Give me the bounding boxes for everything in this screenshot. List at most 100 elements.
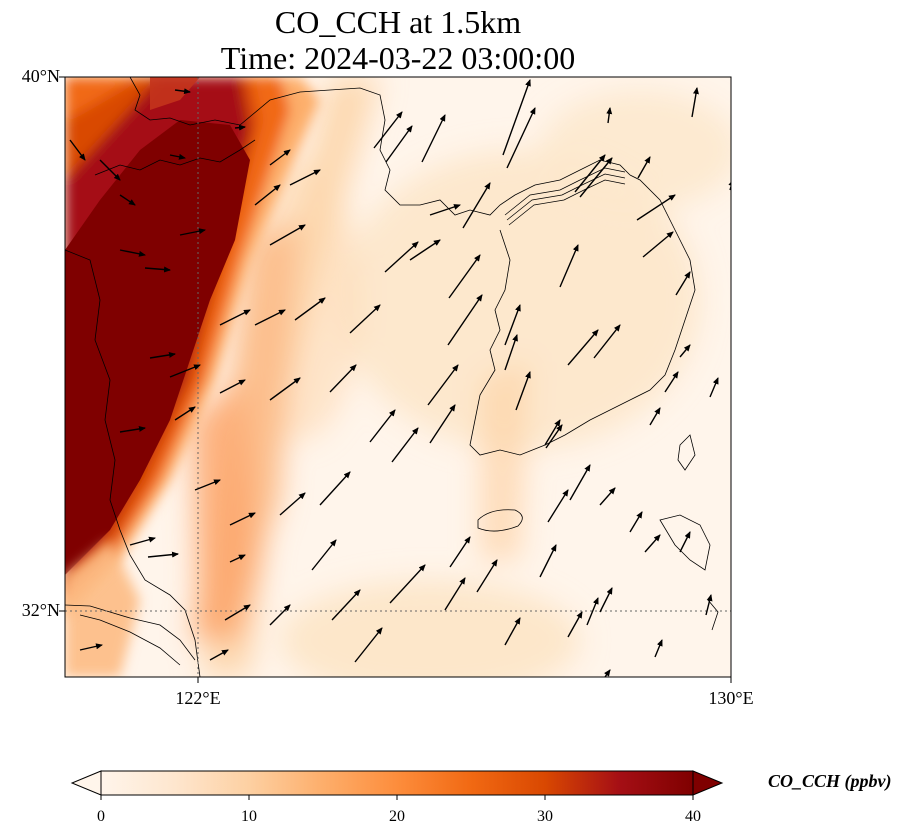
wind-arrow xyxy=(234,124,246,131)
wind-arrow xyxy=(319,471,351,506)
wind-arrow xyxy=(448,254,481,299)
wind-arrow xyxy=(254,184,281,206)
wind-arrow xyxy=(462,182,491,229)
wind-arrow xyxy=(545,424,563,449)
wind-arrow xyxy=(385,125,413,163)
colorbar-body xyxy=(101,771,693,795)
wind-arrow xyxy=(559,244,579,288)
colorbar-extend-low xyxy=(70,770,102,796)
wind-arrow xyxy=(427,364,459,406)
wind-arrow xyxy=(119,425,146,433)
colorbar-tick-40: 40 xyxy=(685,808,701,825)
wind-arrow xyxy=(311,539,337,571)
wind-arrow xyxy=(506,107,536,169)
wind-arrow xyxy=(254,309,286,326)
wind-arrow xyxy=(649,407,661,426)
wind-arrow xyxy=(119,194,136,206)
wind-arrow xyxy=(599,487,616,506)
wind-arrow xyxy=(269,377,301,401)
wind-arrow xyxy=(69,139,86,161)
colorbar-extend-high xyxy=(692,770,724,796)
wind-arrow xyxy=(449,536,471,568)
wind-arrow xyxy=(174,406,196,421)
colorbar-label: CO_CCH (ppbv) xyxy=(768,771,892,791)
wind-arrow xyxy=(504,334,518,371)
wind-arrow xyxy=(705,594,713,616)
wind-arrow xyxy=(444,577,466,611)
wind-arrow xyxy=(269,604,291,626)
wind-arrow xyxy=(539,544,557,578)
chart-title-line1: CO_CCH at 1.5km xyxy=(274,4,522,40)
axis-ticks xyxy=(59,76,732,683)
wind-arrow xyxy=(567,329,599,366)
wind-arrow xyxy=(269,224,306,246)
wind-arrow xyxy=(289,169,321,186)
wind-arrow xyxy=(294,297,326,321)
border-lines xyxy=(504,167,626,226)
wind-arrow xyxy=(567,611,583,638)
wind-arrow xyxy=(194,479,221,491)
wind-arrow xyxy=(229,554,246,563)
wind-arrow xyxy=(544,419,561,446)
wind-arrow xyxy=(279,492,306,516)
concentration-field xyxy=(65,77,731,677)
wind-arrow xyxy=(373,111,403,149)
wind-arrow xyxy=(691,87,699,118)
wind-arrow xyxy=(502,79,531,156)
lon-label-122e: 122°E xyxy=(175,688,221,708)
wind-arrow xyxy=(629,511,643,533)
wind-arrow xyxy=(219,309,251,326)
wind-arrow xyxy=(664,371,679,393)
wind-arrow xyxy=(515,371,531,411)
wind-arrow xyxy=(169,153,186,160)
wind-arrow xyxy=(354,627,383,663)
wind-arrow xyxy=(569,464,591,501)
wind-arrow xyxy=(99,159,121,181)
wind-arrow xyxy=(429,204,461,216)
wind-arrow xyxy=(547,489,569,523)
wind-arrow xyxy=(504,304,521,346)
wind-arrow xyxy=(574,154,606,193)
wind-arrow xyxy=(586,597,599,626)
map-frame xyxy=(64,76,732,678)
wind-arrow xyxy=(391,427,419,463)
wind-arrow xyxy=(224,604,251,621)
wind-arrow xyxy=(349,304,381,334)
gridlines xyxy=(65,77,731,677)
wind-arrow xyxy=(229,512,256,526)
wind-arrow xyxy=(119,249,146,257)
wind-arrow xyxy=(79,643,103,651)
wind-arrow xyxy=(144,266,171,273)
wind-arrow xyxy=(644,534,661,553)
wind-arrow xyxy=(709,377,719,398)
wind-arrow xyxy=(129,536,156,546)
wind-arrow xyxy=(174,88,191,95)
wind-arrow xyxy=(579,157,613,198)
wind-arrow xyxy=(675,271,691,296)
wind-arrow xyxy=(329,364,357,393)
wind-arrow xyxy=(504,617,521,646)
wind-arrow xyxy=(369,409,396,443)
wind-arrow xyxy=(147,551,179,558)
wind-arrow xyxy=(179,228,206,236)
wind-arrow xyxy=(429,404,456,444)
wind-arrow xyxy=(679,344,691,358)
coastlines xyxy=(65,77,719,677)
wind-arrow xyxy=(636,194,676,221)
lat-label-32n: 32°N xyxy=(21,600,60,620)
wind-arrow xyxy=(331,589,361,621)
lon-label-130e: 130°E xyxy=(708,688,754,708)
wind-arrow xyxy=(606,107,613,124)
wind-arrow xyxy=(219,379,246,394)
wind-arrow xyxy=(593,324,621,359)
wind-arrow xyxy=(604,669,611,677)
wind-arrow xyxy=(637,156,651,179)
wind-arrow xyxy=(654,639,663,658)
wind-arrow xyxy=(269,149,291,166)
lat-label-40n: 40°N xyxy=(21,66,60,86)
wind-arrow xyxy=(409,239,441,261)
wind-arrow xyxy=(209,649,229,661)
wind-arrow xyxy=(389,564,426,604)
wind-vectors xyxy=(69,79,731,677)
wind-arrow xyxy=(447,294,483,346)
